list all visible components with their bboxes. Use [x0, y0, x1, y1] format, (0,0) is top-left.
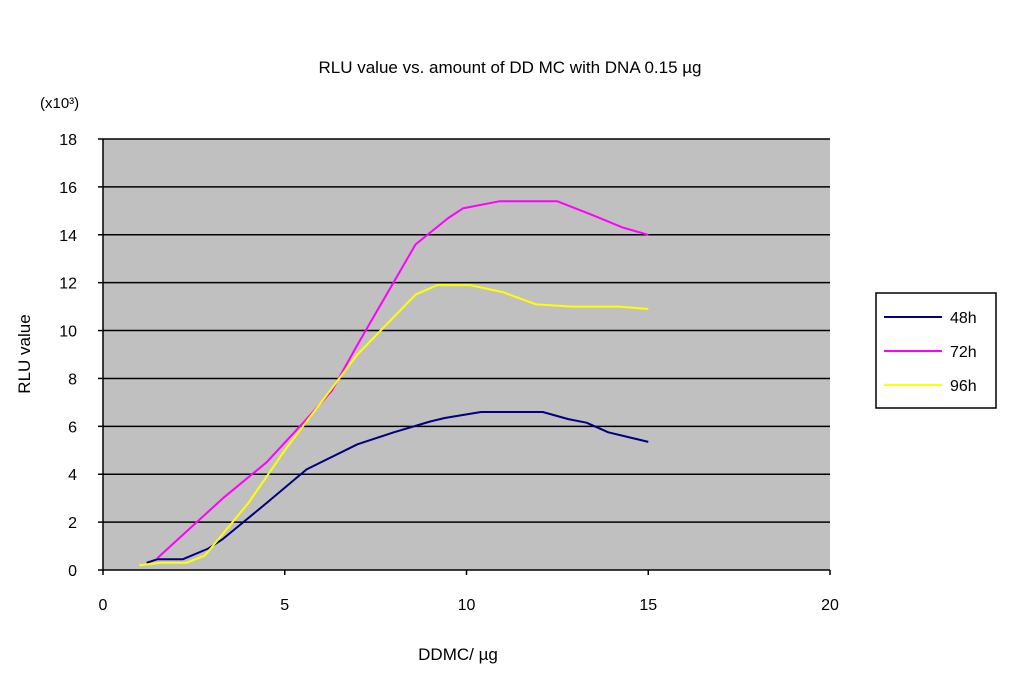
- y-axis-label: RLU value: [15, 314, 34, 393]
- x-tick-label: 20: [821, 597, 839, 614]
- x-tick-label: 15: [639, 597, 657, 614]
- axes: [98, 138, 831, 575]
- y-tick-label: 0: [68, 563, 77, 580]
- y-tick-label: 6: [68, 419, 77, 436]
- series-line-72h: [156, 200, 649, 559]
- series-line-96h: [139, 284, 649, 567]
- x-axis-label: DDMC/ µg: [418, 645, 498, 664]
- gridlines: [103, 138, 830, 523]
- plot-area: [103, 139, 830, 570]
- y-axis-multiplier-label: (x10³): [40, 95, 79, 112]
- y-tick-label: 8: [68, 371, 77, 388]
- y-tick-label: 4: [68, 467, 77, 484]
- legend-label-72h: 72h: [950, 344, 977, 361]
- x-tick-label: 10: [458, 597, 476, 614]
- y-tick-label: 18: [59, 132, 77, 149]
- y-tick-label: 12: [59, 276, 77, 293]
- tick-labels: 0 2 4 6 8 10 12 14 16 18 0 5 10 15 20: [59, 132, 839, 614]
- legend-label-96h: 96h: [950, 378, 977, 395]
- x-tick-label: 0: [99, 597, 108, 614]
- x-tick-label: 5: [280, 597, 289, 614]
- y-tick-label: 16: [59, 180, 77, 197]
- legend: 48h 72h 96h: [875, 292, 997, 409]
- series-line-48h: [146, 411, 649, 564]
- legend-label-48h: 48h: [950, 310, 977, 327]
- chart-title: RLU value vs. amount of DD MC with DNA 0…: [319, 58, 702, 77]
- y-tick-label: 2: [68, 515, 77, 532]
- series-lines: [139, 200, 649, 567]
- y-tick-label: 14: [59, 228, 77, 245]
- y-tick-label: 10: [59, 324, 77, 341]
